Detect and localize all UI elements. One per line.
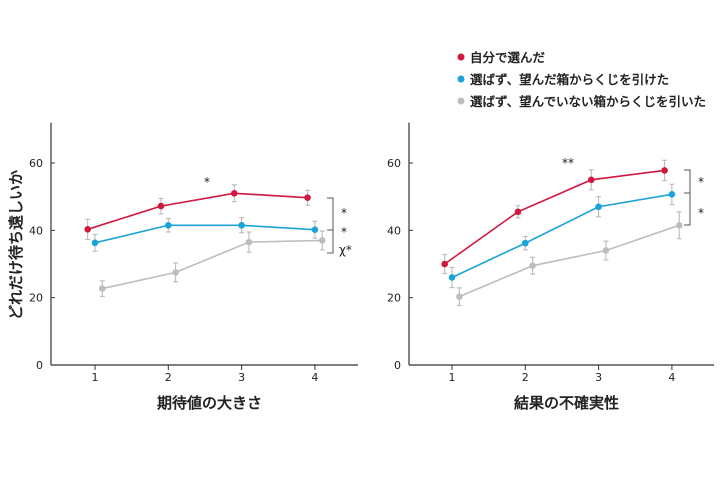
data-point	[230, 190, 238, 197]
x-tick-label: 1	[92, 371, 99, 384]
data-point	[84, 226, 91, 233]
y-tick-label: 60	[387, 157, 401, 170]
x-axis-title: 結果の不確実性	[514, 394, 619, 412]
significance-mark: χ*	[339, 243, 352, 257]
data-point	[304, 194, 311, 201]
legend-marker	[457, 75, 465, 83]
legend-label: 選ばず、望んでいない箱からくじを引いた	[470, 94, 706, 109]
data-point	[441, 260, 448, 268]
legend-label: 自分で選んだ	[470, 50, 546, 65]
y-tick-label: 20	[29, 292, 43, 305]
data-point	[602, 247, 610, 254]
data-point	[595, 203, 602, 211]
y-tick-label: 0	[394, 359, 401, 372]
data-point	[99, 285, 106, 292]
legend-marker	[457, 97, 465, 105]
data-point	[165, 221, 172, 229]
significance-mark: *	[341, 206, 347, 220]
significance-mark: *	[341, 225, 347, 239]
legend-marker	[457, 53, 465, 61]
data-point	[514, 208, 522, 216]
x-tick-label: 2	[165, 371, 172, 384]
data-point	[311, 226, 319, 233]
series-line	[87, 192, 308, 231]
significance-mark: *	[698, 175, 704, 189]
data-point	[157, 202, 165, 210]
series-line	[102, 239, 323, 290]
x-tick-label: 1	[449, 371, 456, 384]
data-point	[238, 221, 245, 229]
y-axis-title: どれだけ待ち遠しいか	[7, 170, 25, 320]
series-line	[451, 193, 673, 279]
y-tick-label: 40	[387, 224, 401, 237]
data-point	[318, 237, 326, 244]
y-tick-label: 60	[29, 157, 43, 170]
x-tick-label: 2	[522, 371, 529, 384]
x-tick-label: 3	[238, 371, 245, 384]
y-tick-label: 20	[387, 292, 401, 305]
data-point	[522, 239, 529, 247]
data-point	[91, 239, 99, 247]
legend-label: 選ばず、望んだ箱からくじを引けた	[470, 72, 669, 87]
data-point	[587, 176, 595, 184]
significance-mark: **	[562, 156, 574, 170]
series-line	[94, 224, 315, 244]
data-point	[245, 238, 253, 246]
series-line	[459, 224, 680, 298]
data-point	[529, 262, 536, 269]
x-tick-label: 4	[668, 371, 675, 384]
x-axis-title: 期待値の大きさ	[157, 394, 262, 412]
significance-mark: *	[698, 206, 704, 220]
x-tick-label: 3	[595, 371, 602, 384]
x-tick-label: 4	[311, 371, 318, 384]
series-line	[444, 169, 665, 265]
data-point	[172, 269, 179, 276]
data-point	[675, 221, 683, 229]
data-point	[456, 293, 463, 300]
y-tick-label: 0	[36, 359, 43, 372]
data-point	[661, 167, 668, 174]
data-point	[668, 191, 676, 198]
significance-bracket	[327, 197, 334, 254]
significance-bracket	[684, 169, 691, 226]
significance-mark: *	[204, 175, 210, 189]
y-tick-label: 40	[29, 224, 43, 237]
panel-1: 0 20 40 60 1 2 3 4 期待値の大きさ どれだけ待ち遠しいか * * * χ*	[7, 122, 358, 412]
data-point	[448, 274, 456, 281]
